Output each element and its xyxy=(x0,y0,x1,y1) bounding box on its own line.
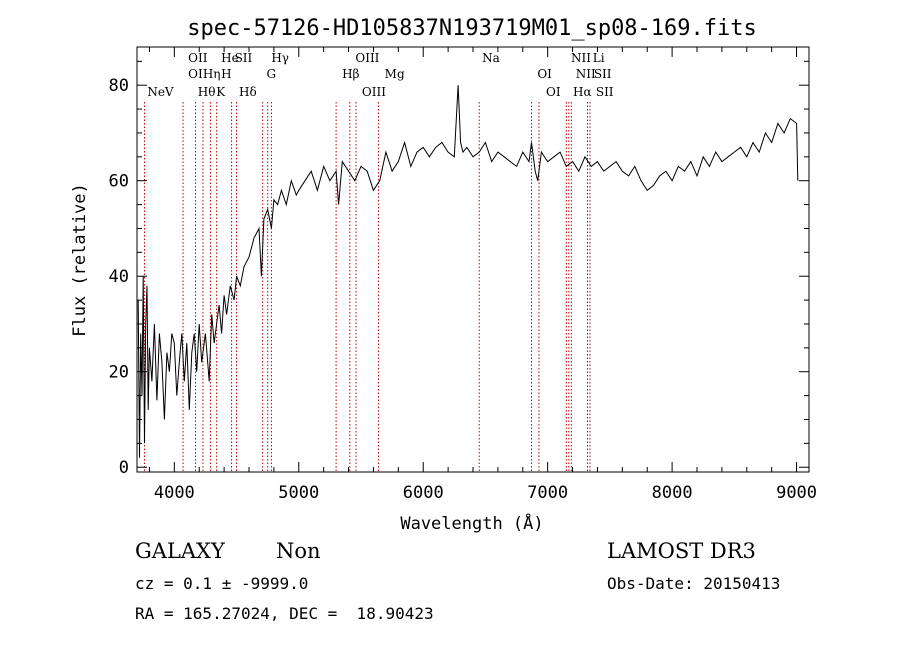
x-tick-label: 6000 xyxy=(403,483,444,503)
line-label: NII xyxy=(576,67,596,81)
line-label: Hη xyxy=(203,67,221,81)
line-label: SII xyxy=(596,85,614,99)
y-tick-label: 40 xyxy=(109,267,129,287)
spectrum-line xyxy=(137,85,799,458)
line-label: SII xyxy=(235,51,253,65)
line-label: Na xyxy=(482,51,500,65)
line-label: Hγ xyxy=(271,51,289,65)
x-tick-label: 7000 xyxy=(527,483,568,503)
emission-line-markers xyxy=(143,102,591,472)
line-label: OI xyxy=(546,85,561,99)
axis-ticks xyxy=(137,47,809,472)
line-label: Hδ xyxy=(239,85,257,99)
line-label: G xyxy=(266,67,276,81)
object-subclass: Non xyxy=(276,539,321,563)
x-tick-label: 5000 xyxy=(278,483,319,503)
coordinates: RA = 165.27024, DEC = 18.90423 xyxy=(135,604,434,623)
x-tick-label: 8000 xyxy=(652,483,693,503)
y-tick-label: 80 xyxy=(109,76,129,96)
line-label: K xyxy=(216,85,226,99)
line-label: OI xyxy=(537,67,552,81)
chart-title: spec-57126-HD105837N193719M01_sp08-169.f… xyxy=(187,16,757,41)
line-label: OIII xyxy=(355,51,379,65)
axis-tick-labels: 4000 5000 6000 7000 8000 9000 0 20 40 60 80 xyxy=(109,76,818,503)
y-tick-label: 60 xyxy=(109,172,129,192)
survey-name: LAMOST DR3 xyxy=(607,539,756,563)
line-label: SII xyxy=(594,67,612,81)
y-tick-label: 0 xyxy=(119,458,129,478)
y-axis-label: Flux (relative) xyxy=(70,183,90,337)
line-label: H xyxy=(221,67,231,81)
line-label: Mg xyxy=(385,67,405,81)
obs-date: Obs-Date: 20150413 xyxy=(607,574,780,593)
line-label: OIII xyxy=(362,85,386,99)
x-tick-label: 4000 xyxy=(154,483,195,503)
line-label: Hθ xyxy=(198,85,216,99)
line-label: OI xyxy=(188,67,203,81)
plot-frame xyxy=(136,46,810,473)
line-label: OII xyxy=(188,51,208,65)
line-label: Hβ xyxy=(342,67,359,81)
line-label: NII xyxy=(571,51,591,65)
object-class: GALAXY xyxy=(135,539,226,563)
y-tick-label: 20 xyxy=(109,363,129,383)
line-label: He xyxy=(221,51,239,65)
x-tick-label: 9000 xyxy=(776,483,817,503)
line-label: Hα xyxy=(573,85,592,99)
line-label: NeV xyxy=(147,85,174,99)
line-label: Li xyxy=(593,51,605,65)
x-axis-label: Wavelength (Å) xyxy=(400,512,543,534)
redshift-line: cz = 0.1 ± -9999.0 xyxy=(135,574,308,593)
